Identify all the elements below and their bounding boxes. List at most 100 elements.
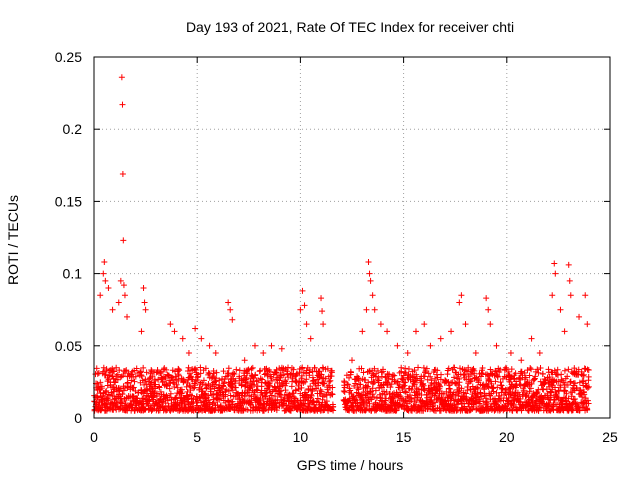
- data-point: [421, 387, 428, 394]
- data-point: [295, 382, 302, 389]
- plot-frame: [93, 56, 611, 419]
- data-point: [466, 376, 473, 383]
- data-point: [186, 382, 193, 389]
- data-point: [124, 379, 131, 386]
- data-point: [227, 392, 234, 399]
- data-point: [382, 374, 389, 381]
- data-point: [244, 406, 251, 413]
- data-point: [494, 373, 501, 380]
- data-point: [493, 342, 500, 349]
- data-point: [358, 365, 365, 372]
- data-point: [526, 372, 533, 379]
- data-point: [377, 395, 384, 402]
- data-point: [398, 364, 405, 371]
- data-point: [213, 369, 220, 376]
- data-point: [488, 380, 495, 387]
- data-point: [229, 398, 236, 405]
- data-point: [117, 277, 124, 284]
- data-point: [474, 384, 481, 391]
- data-point: [220, 368, 227, 375]
- data-point: [298, 365, 305, 372]
- data-point: [584, 384, 591, 391]
- data-point: [212, 350, 219, 357]
- data-point: [427, 373, 434, 380]
- data-point: [585, 373, 592, 380]
- data-point: [209, 400, 216, 407]
- data-point: [565, 261, 572, 268]
- data-point: [522, 393, 529, 400]
- data-point: [293, 372, 300, 379]
- x-tick-label: 15: [396, 429, 412, 445]
- data-point: [318, 388, 325, 395]
- data-point: [476, 377, 482, 384]
- data-point: [268, 377, 275, 384]
- data-point: [203, 385, 210, 392]
- data-point: [345, 381, 352, 388]
- data-point: [285, 364, 292, 371]
- data-point: [561, 328, 568, 335]
- x-tick-label: 20: [499, 429, 515, 445]
- data-point: [549, 292, 556, 299]
- data-point: [454, 398, 461, 405]
- data-point: [555, 378, 562, 385]
- data-point: [585, 400, 592, 407]
- data-point: [220, 380, 227, 387]
- data-point: [528, 335, 535, 342]
- data-point: [262, 393, 269, 400]
- x-tick-label: 25: [602, 429, 618, 445]
- data-point: [192, 365, 199, 372]
- data-point: [268, 342, 275, 349]
- data-point: [273, 404, 280, 411]
- data-point: [290, 366, 297, 373]
- data-point: [462, 321, 469, 328]
- data-point: [550, 397, 557, 404]
- data-point: [437, 335, 444, 342]
- data-point: [256, 368, 263, 375]
- data-point: [268, 374, 275, 381]
- data-point: [452, 369, 459, 376]
- data-point: [232, 377, 239, 384]
- data-point: [424, 376, 431, 383]
- data-point: [557, 306, 564, 313]
- data-point: [120, 372, 127, 379]
- data-point: [278, 379, 285, 386]
- data-point: [491, 372, 498, 379]
- data-point: [118, 74, 125, 81]
- data-point: [143, 369, 150, 376]
- data-point: [111, 368, 118, 375]
- data-point: [458, 292, 465, 299]
- data-point: [455, 375, 462, 382]
- data-point: [201, 391, 208, 398]
- data-point: [532, 373, 539, 380]
- data-point: [292, 387, 299, 394]
- data-point: [309, 387, 316, 394]
- data-point: [408, 386, 415, 393]
- data-point: [320, 321, 327, 328]
- data-point: [192, 325, 199, 332]
- data-point: [199, 381, 206, 388]
- data-point: [549, 376, 556, 383]
- data-point: [411, 381, 418, 388]
- data-point: [367, 277, 374, 284]
- data-point: [120, 282, 127, 289]
- data-point: [571, 396, 578, 403]
- data-point: [156, 384, 163, 391]
- data-point: [579, 372, 586, 379]
- data-point: [520, 388, 527, 395]
- data-point: [230, 370, 237, 377]
- data-point: [582, 292, 589, 299]
- data-point: [287, 407, 294, 414]
- data-point: [163, 381, 170, 388]
- data-point: [225, 388, 232, 395]
- data-point: [166, 385, 173, 392]
- data-point: [445, 365, 452, 372]
- data-point: [385, 375, 392, 382]
- data-point: [299, 287, 306, 294]
- data-point: [103, 387, 110, 394]
- data-point: [468, 378, 475, 385]
- data-point: [359, 328, 366, 335]
- data-point: [329, 391, 336, 398]
- data-point: [176, 367, 183, 374]
- data-point: [477, 389, 484, 396]
